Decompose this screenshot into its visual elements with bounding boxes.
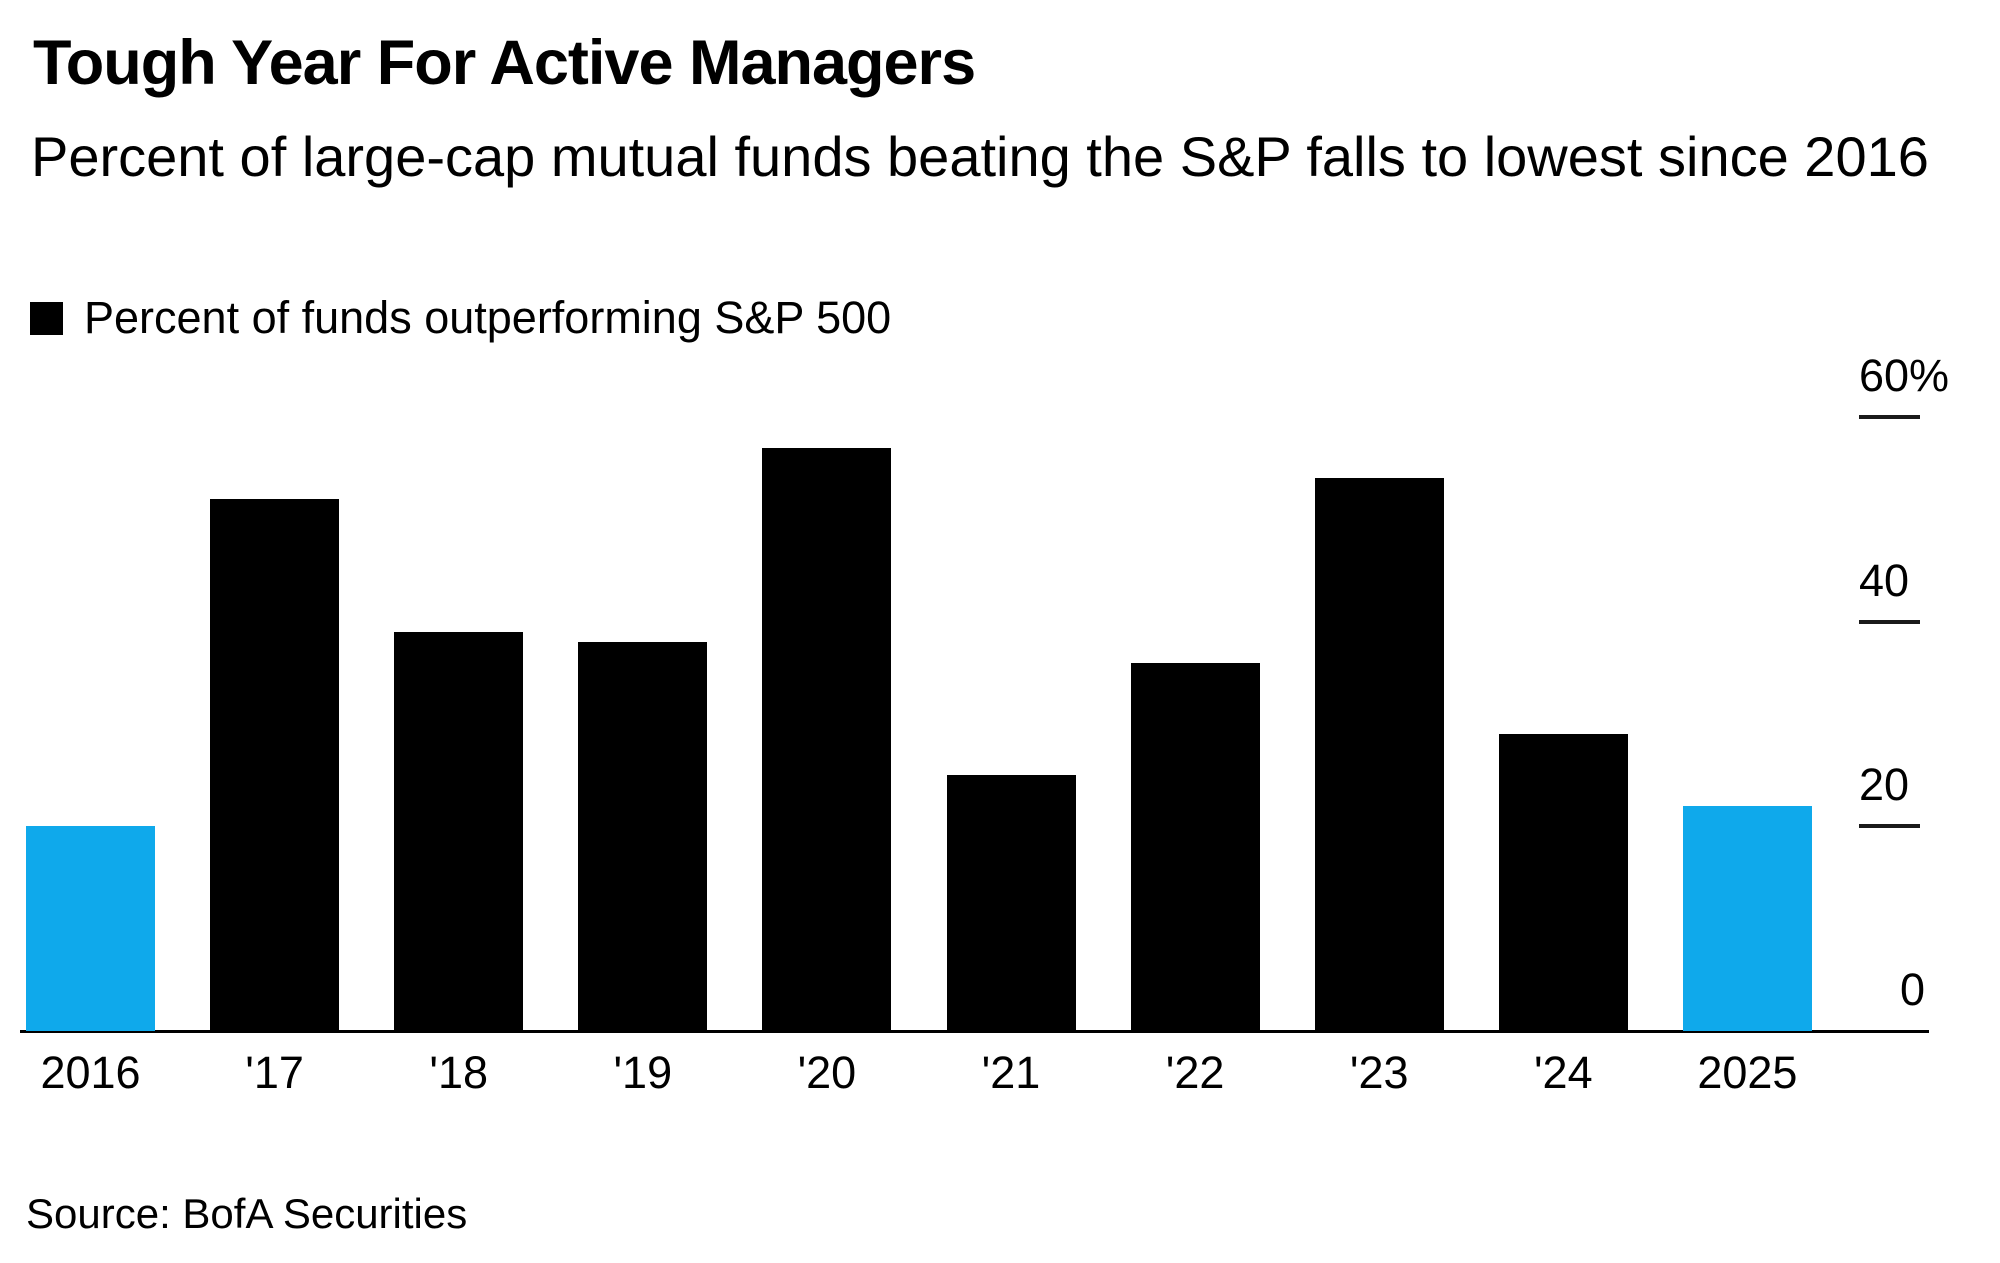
bar-24 — [1498, 734, 1628, 1031]
legend: Percent of funds outperforming S&P 500 — [30, 292, 892, 343]
x-axis-line — [20, 1030, 1929, 1033]
bar-17 — [210, 498, 340, 1031]
y-axis-label-0: 0 — [1900, 964, 1926, 1015]
y-axis-tick-40 — [1859, 619, 1920, 624]
x-axis-label-19: '19 — [613, 1047, 673, 1098]
bar-22 — [1130, 662, 1260, 1031]
bar-21 — [946, 775, 1076, 1031]
x-axis-label-22: '22 — [1165, 1047, 1225, 1098]
x-axis-label-20: '20 — [797, 1047, 857, 1098]
x-axis-label-2025: 2025 — [1697, 1047, 1798, 1098]
y-axis-tick-20 — [1859, 824, 1920, 829]
bar-18 — [394, 631, 524, 1031]
bar-2016 — [26, 826, 155, 1031]
x-axis-label-21: '21 — [981, 1047, 1041, 1098]
bar-23 — [1314, 478, 1444, 1031]
y-axis-label-40: 40 — [1859, 554, 1910, 606]
y-axis-tick-60 — [1859, 414, 1920, 419]
x-axis-label-24: '24 — [1533, 1047, 1593, 1098]
x-axis-label-23: '23 — [1349, 1047, 1409, 1098]
legend-label: Percent of funds outperforming S&P 500 — [84, 292, 892, 343]
y-axis-label-20: 20 — [1859, 759, 1910, 811]
bar-19 — [578, 642, 708, 1031]
x-axis-label-17: '17 — [245, 1047, 304, 1098]
chart-subtitle: Percent of large-cap mutual funds beatin… — [31, 125, 1929, 188]
x-axis-label-18: '18 — [429, 1047, 489, 1098]
bar-20 — [762, 447, 892, 1031]
x-axis-label-2016: 2016 — [40, 1047, 141, 1098]
chart-title: Tough Year For Active Managers — [33, 28, 976, 98]
y-axis-label-60: 60% — [1859, 349, 1950, 401]
source-note: Source: BofA Securities — [26, 1190, 468, 1237]
legend-swatch-icon — [30, 301, 63, 335]
bar-2025 — [1682, 805, 1812, 1031]
